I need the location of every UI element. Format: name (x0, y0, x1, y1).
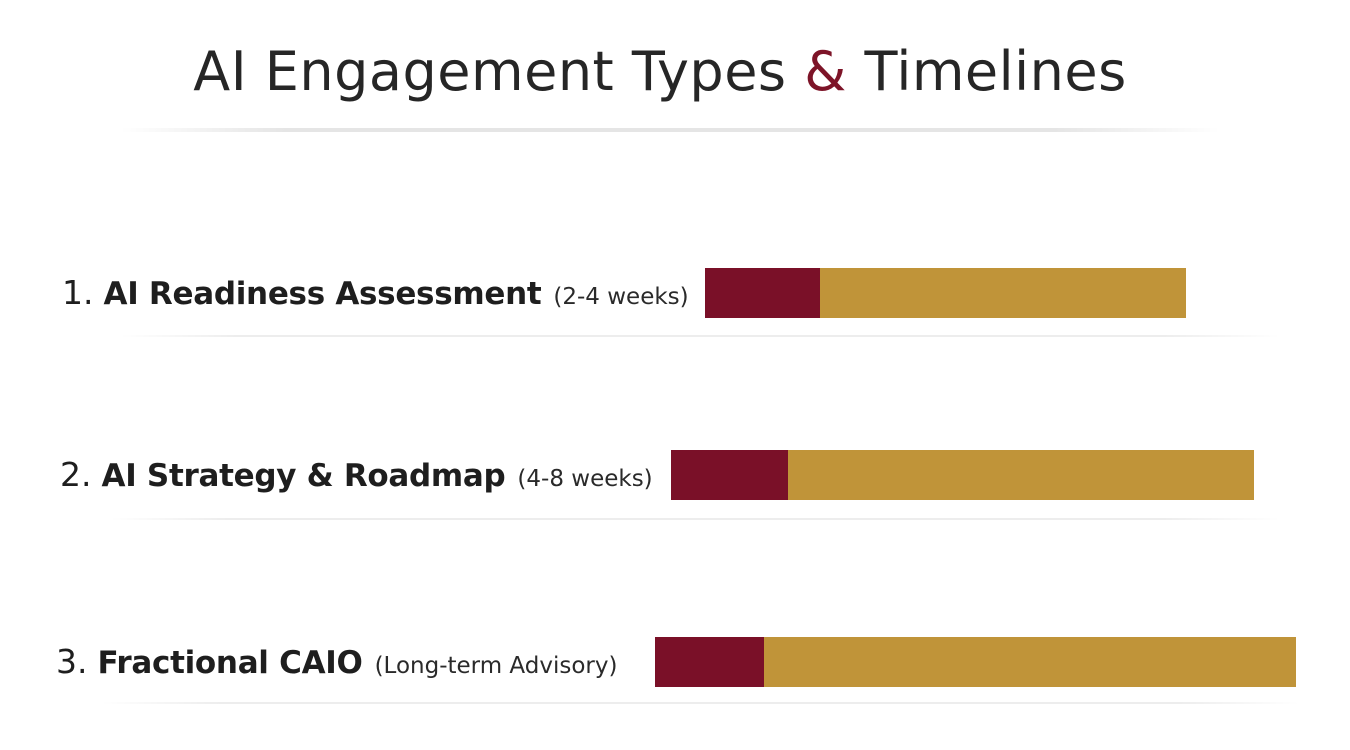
timeline-bar-primary-segment (655, 637, 764, 687)
engagement-name: AI Strategy & Roadmap (101, 458, 506, 494)
timeline-bar-primary-segment (705, 268, 821, 318)
engagement-name: Fractional CAIO (97, 645, 363, 681)
engagement-row: 3. Fractional CAIO (Long-term Advisory) (0, 637, 1350, 697)
title-text-start: AI Engagement Types (193, 40, 805, 103)
row-divider (110, 518, 1280, 520)
engagement-number: 3. (56, 642, 88, 681)
title-text-end: Timelines (846, 40, 1127, 103)
row-divider (120, 335, 1280, 337)
engagement-label: 3. Fractional CAIO (Long-term Advisory) (56, 637, 617, 687)
engagement-duration: (2-4 weeks) (553, 284, 689, 310)
timeline-bar (655, 637, 1296, 687)
engagement-name: AI Readiness Assessment (103, 276, 542, 312)
engagement-label: 1. AI Readiness Assessment (2-4 weeks) (62, 268, 689, 318)
page-title: AI Engagement Types & Timelines (0, 40, 1320, 103)
engagement-row: 2. AI Strategy & Roadmap (4-8 weeks) (0, 450, 1350, 510)
engagement-number: 1. (62, 273, 94, 312)
timeline-bar-primary-segment (671, 450, 788, 500)
title-ampersand: & (804, 40, 847, 103)
engagement-number: 2. (60, 455, 92, 494)
timeline-bar (705, 268, 1186, 318)
title-divider (120, 128, 1220, 132)
engagement-row: 1. AI Readiness Assessment (2-4 weeks) (0, 268, 1350, 328)
engagement-duration: (Long-term Advisory) (374, 653, 618, 679)
engagement-duration: (4-8 weeks) (517, 466, 653, 492)
timeline-bar (671, 450, 1254, 500)
engagement-label: 2. AI Strategy & Roadmap (4-8 weeks) (60, 450, 653, 500)
row-divider (100, 702, 1300, 704)
